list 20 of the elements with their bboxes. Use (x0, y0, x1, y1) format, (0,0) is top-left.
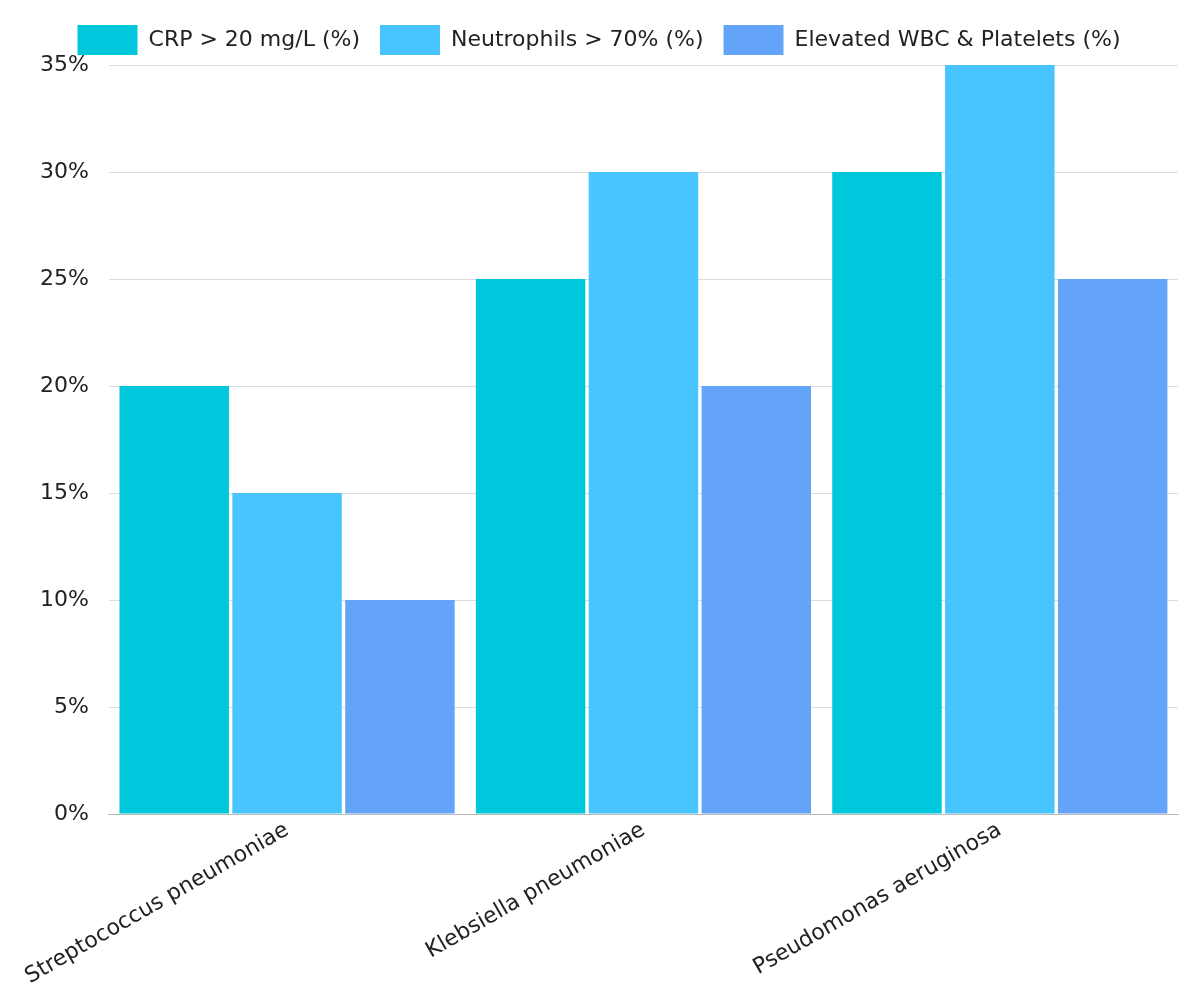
legend-label: Elevated WBC & Platelets (%) (794, 25, 1121, 51)
bar (832, 172, 942, 814)
bar (945, 65, 1055, 814)
bar (232, 493, 342, 814)
legend-label: Neutrophils > 70% (%) (450, 25, 704, 51)
y-tick-label: 0% (53, 799, 89, 825)
y-tick-label: 30% (39, 157, 89, 183)
bar (701, 386, 812, 814)
legend-label: CRP > 20 mg/L (%) (148, 25, 360, 51)
bar (345, 600, 455, 814)
y-tick-label: 20% (39, 371, 89, 397)
y-tick-label: 25% (39, 264, 89, 290)
bar (1057, 279, 1168, 814)
bar (119, 386, 229, 814)
y-tick-label: 10% (39, 585, 89, 611)
bar (475, 279, 586, 814)
y-tick-label: 35% (39, 50, 89, 76)
bar (588, 172, 699, 814)
y-tick-label: 15% (39, 478, 89, 504)
y-tick-label: 5% (53, 692, 89, 718)
